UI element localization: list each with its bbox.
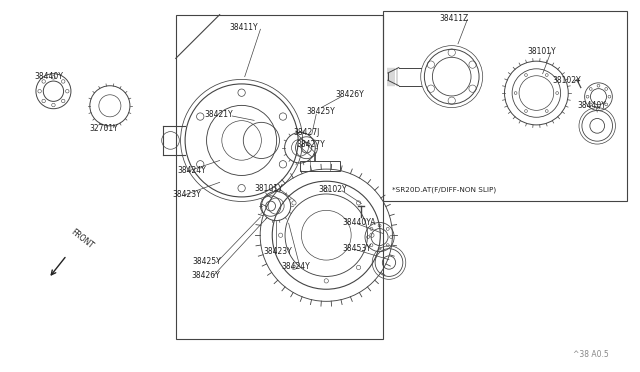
Text: *SR20D.AT(F/DIFF-NON SLIP): *SR20D.AT(F/DIFF-NON SLIP): [392, 186, 496, 193]
Text: 38426Y: 38426Y: [335, 90, 364, 99]
Text: 38453Y: 38453Y: [342, 244, 371, 253]
Text: 32701Y: 32701Y: [89, 124, 118, 133]
Bar: [176, 15, 383, 339]
Text: 38427Y: 38427Y: [296, 140, 325, 149]
Text: 38411Z: 38411Z: [439, 14, 468, 23]
Text: 38440Y: 38440Y: [577, 101, 606, 110]
Text: 38423Y: 38423Y: [172, 190, 201, 199]
Text: ^38 A0.5: ^38 A0.5: [573, 350, 609, 359]
Text: 38440Y: 38440Y: [35, 72, 63, 81]
Text: 38102Y: 38102Y: [319, 185, 348, 194]
Text: 38424Y: 38424Y: [282, 262, 310, 271]
Text: 38426Y: 38426Y: [191, 271, 220, 280]
Text: 38424Y: 38424Y: [177, 166, 205, 175]
Text: 38101Y: 38101Y: [254, 184, 283, 193]
Text: 38425Y: 38425Y: [193, 257, 221, 266]
Text: 38440YA: 38440YA: [342, 218, 376, 227]
Text: 38425Y: 38425Y: [306, 108, 335, 116]
Bar: [383, 11, 627, 201]
Text: 38102Y: 38102Y: [552, 76, 580, 85]
Text: 38411Y: 38411Y: [229, 23, 258, 32]
Text: 38423Y: 38423Y: [263, 247, 292, 256]
Text: 38427J: 38427J: [293, 128, 319, 137]
Text: 38101Y: 38101Y: [527, 46, 556, 55]
Text: FRONT: FRONT: [69, 227, 95, 250]
Bar: [300, 161, 340, 170]
Text: 38421Y: 38421Y: [204, 110, 232, 119]
